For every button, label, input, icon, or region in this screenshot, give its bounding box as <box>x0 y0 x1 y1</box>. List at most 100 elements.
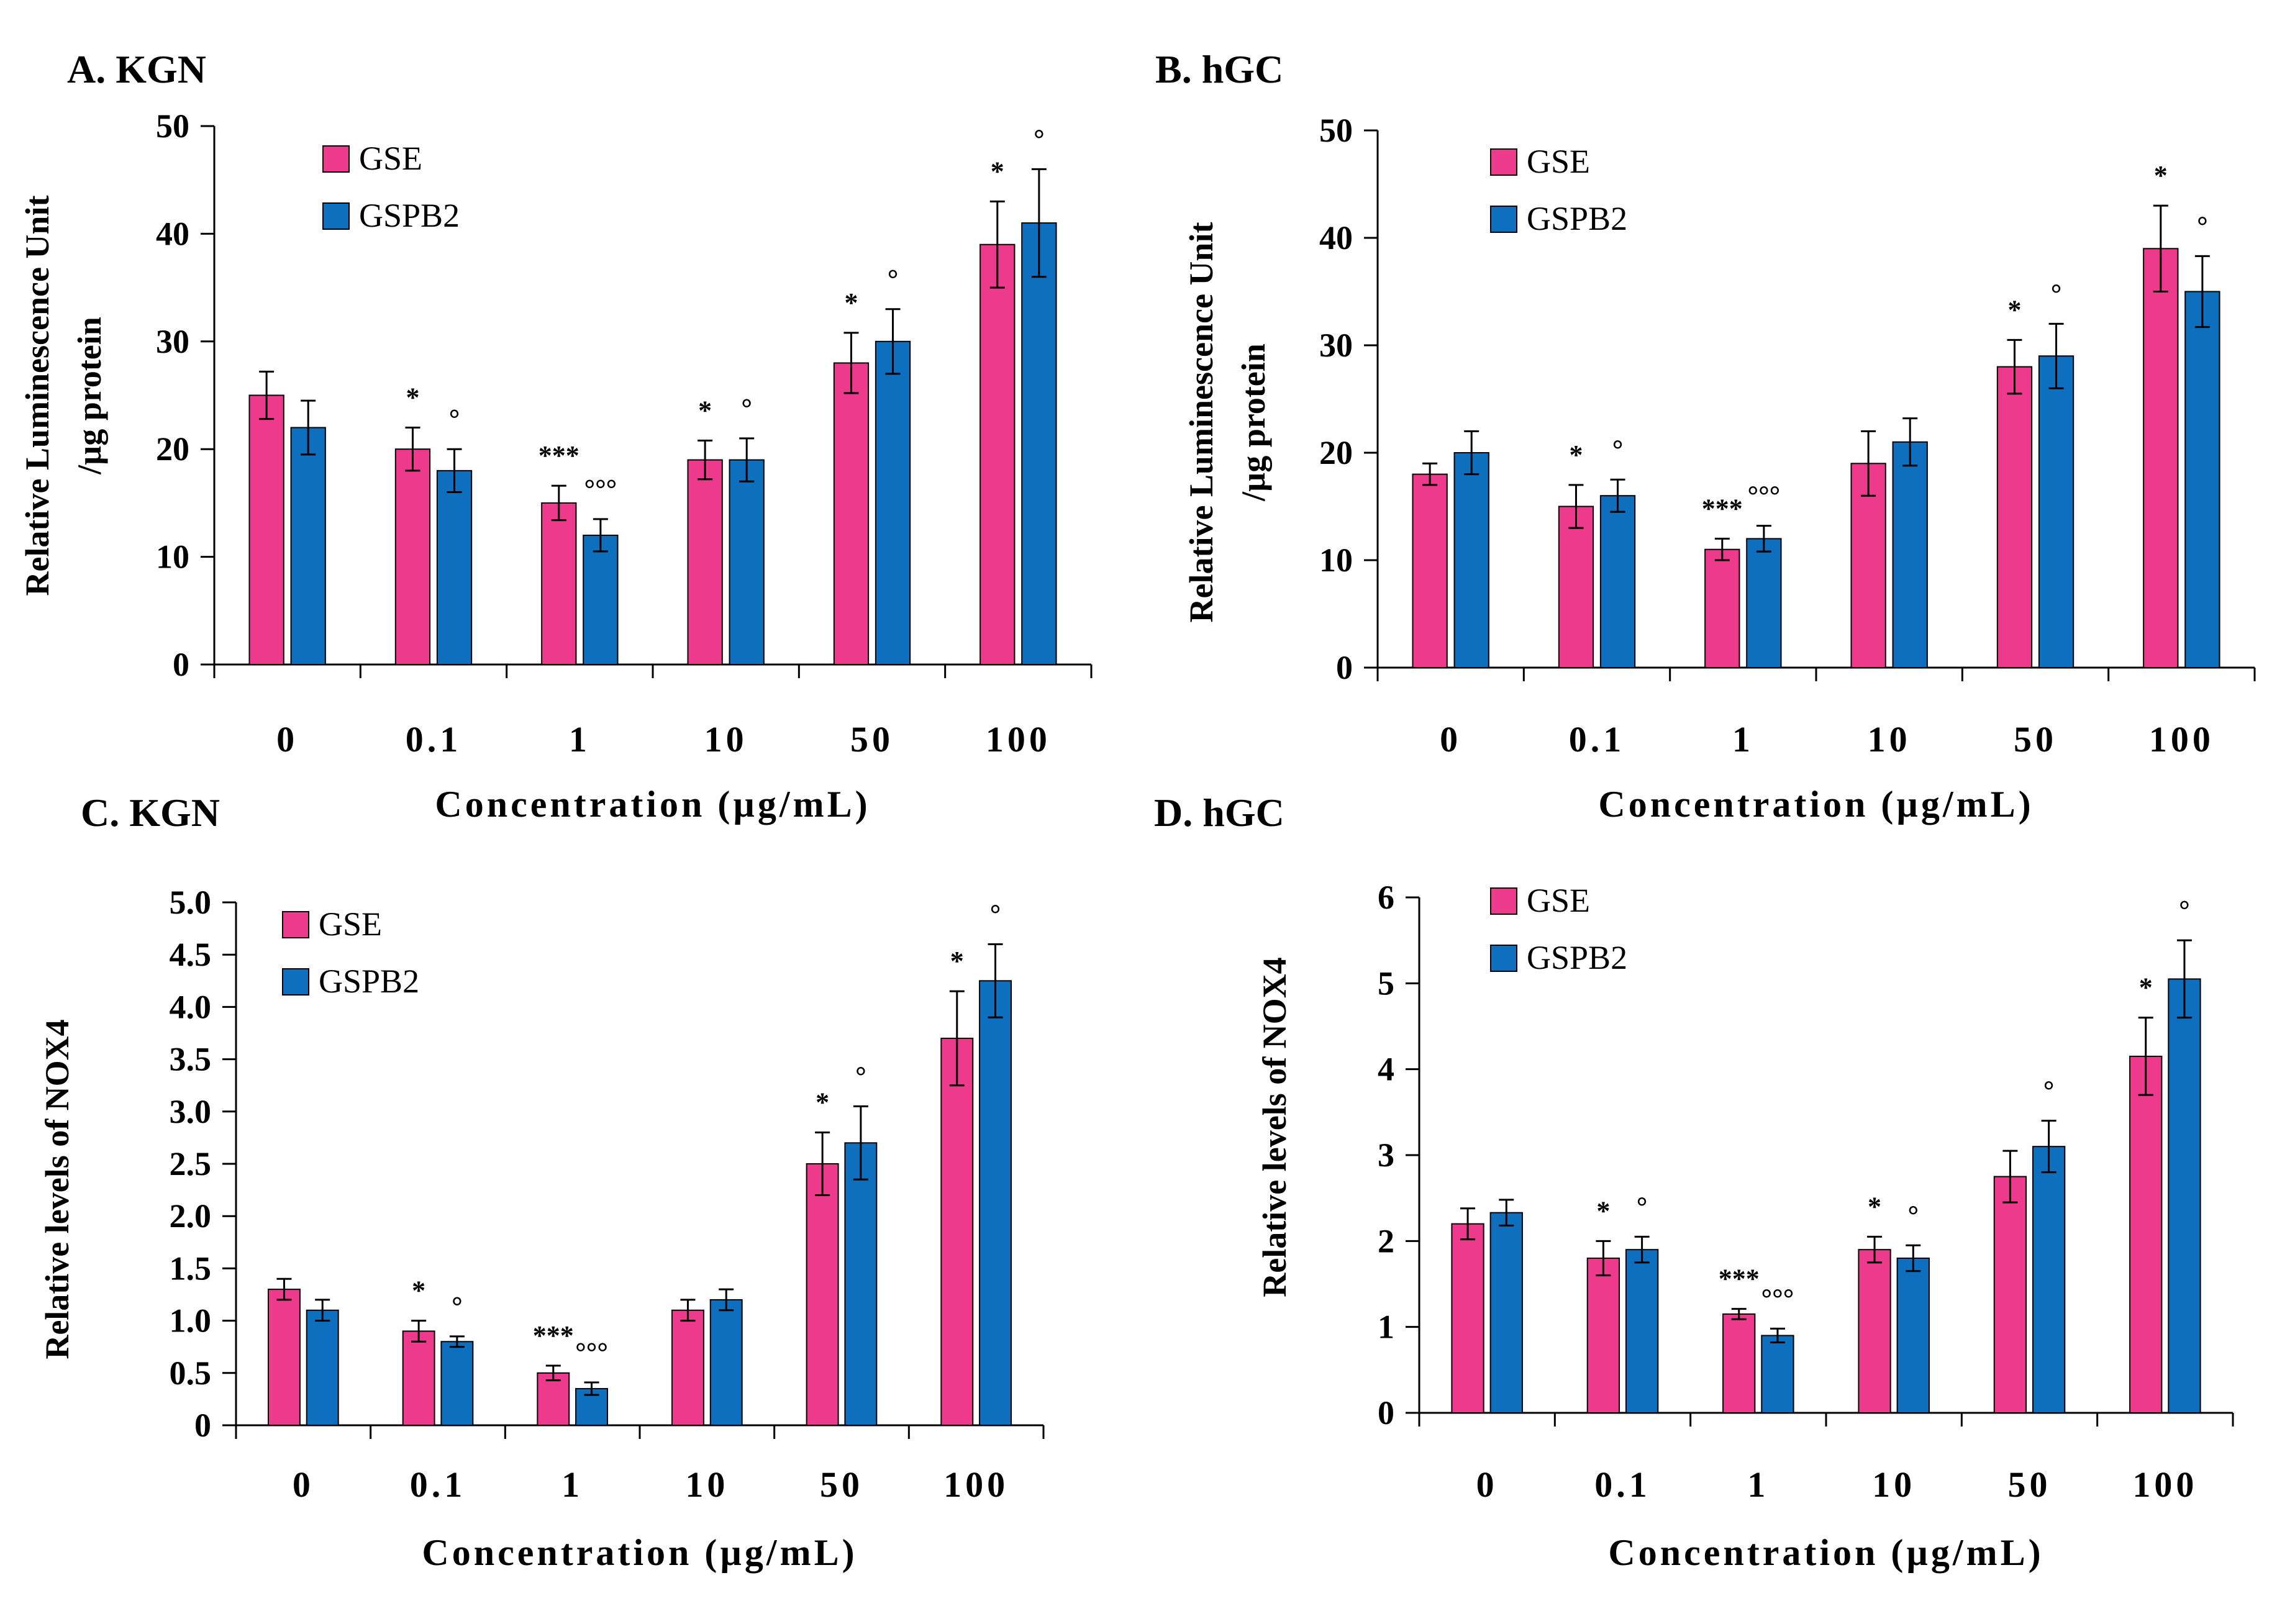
bar-gspb2 <box>1021 222 1057 665</box>
x-tick-label: 0 <box>1476 1464 1498 1505</box>
bar-gse <box>2143 248 2179 668</box>
y-tick-label: 1 <box>1378 1309 1394 1346</box>
chart-panel-c: C. KGN 0 0.5 1.0 1.5 2.0 2.5 3.0 3.5 4.0 4.5 5.0 0 0.… <box>39 791 1045 1573</box>
x-tick-label: 10 <box>1868 719 1911 760</box>
bar-gse <box>1722 1313 1756 1414</box>
x-tick-label: 1 <box>1747 1464 1769 1505</box>
bar-gse <box>1996 366 2033 668</box>
bar-gspb2 <box>844 1142 878 1426</box>
y-tick-label: 5.0 <box>170 884 212 921</box>
x-tick-label: 1 <box>561 1464 583 1505</box>
bar-gspb2 <box>1625 1249 1659 1413</box>
y-tick-label: 2 <box>1378 1222 1394 1259</box>
y-axis-label: /µg protein <box>71 317 108 475</box>
x-tick-label: 100 <box>986 719 1051 760</box>
x-tick-label: 0.1 <box>410 1464 466 1505</box>
significance-marker: ° <box>452 1291 463 1322</box>
x-tick-label: 100 <box>943 1464 1009 1505</box>
bar-gspb2 <box>440 1341 474 1427</box>
x-axis-label: Concentration (µg/mL) <box>1608 1532 2043 1573</box>
bar-gspb2 <box>1453 452 1489 668</box>
x-tick-label: 0.1 <box>1569 719 1625 760</box>
bar-gse <box>1858 1249 1891 1413</box>
bar-gspb2 <box>1746 538 1782 669</box>
y-axis-label: /µg protein <box>1235 343 1272 502</box>
significance-marker: ° <box>1034 124 1045 154</box>
chart-panel-b: B. hGC 0 10 20 30 40 50 0 0.1 * ° 1 *** °°° 10 50 * ° 100 *… <box>1155 47 2256 825</box>
significance-marker: °°° <box>1747 481 1780 511</box>
x-tick-label: 1 <box>1732 719 1754 760</box>
x-axis-label: Concentration (µg/mL) <box>435 784 870 825</box>
bar-gse <box>1412 473 1448 668</box>
y-tick-label: 50 <box>1319 112 1353 149</box>
significance-marker: * <box>2154 160 2168 191</box>
legend-label-gse: GSE <box>319 905 382 943</box>
significance-marker: * <box>698 395 712 425</box>
y-tick-label: 10 <box>1319 542 1353 579</box>
x-tick-label: 0.1 <box>1594 1464 1651 1505</box>
bar-gse <box>394 448 431 665</box>
legend-swatch-gspb2 <box>282 968 309 996</box>
bar-gse <box>537 1372 570 1427</box>
significance-marker: * <box>2139 973 2153 1003</box>
y-tick-label: 3 <box>1378 1136 1394 1174</box>
bar-gspb2 <box>2184 291 2220 668</box>
y-tick-label: 40 <box>156 215 189 252</box>
legend-swatch-gspb2 <box>1490 945 1517 972</box>
legend-swatch-gse <box>1490 887 1517 915</box>
significance-marker: ° <box>449 404 460 434</box>
significance-marker: ° <box>1637 1191 1648 1222</box>
bar-gse <box>2129 1055 2163 1413</box>
legend-label-gspb2: GSPB2 <box>319 963 419 1000</box>
legend-label-gse: GSE <box>1527 882 1590 919</box>
y-tick-label: 40 <box>1319 219 1353 256</box>
significance-marker: ° <box>2197 211 2208 241</box>
significance-marker: °°° <box>584 474 617 504</box>
legend-label-gspb2: GSPB2 <box>1527 939 1627 976</box>
bar-gse <box>402 1330 435 1426</box>
x-axis-label: Concentration (µg/mL) <box>1598 784 2034 825</box>
bar-gspb2 <box>1761 1335 1794 1413</box>
y-tick-label: 3.5 <box>170 1041 212 1078</box>
y-axis-label: Relative Luminescence Unit <box>1183 222 1220 623</box>
bar-gse <box>671 1309 704 1427</box>
legend-label-gspb2: GSPB2 <box>1527 200 1627 237</box>
legend-swatch-gse <box>282 911 309 938</box>
bar-gse <box>268 1289 301 1427</box>
bar-gspb2 <box>306 1309 339 1427</box>
significance-marker: ° <box>741 393 752 424</box>
significance-marker: * <box>816 1087 829 1117</box>
bar-gspb2 <box>436 470 473 665</box>
y-tick-label: 6 <box>1378 879 1394 916</box>
y-axis-label: Relative levels of NOX4 <box>1256 957 1293 1297</box>
bar-gse <box>687 459 723 665</box>
chart-panel-a: A. KGN 0 10 20 30 40 50 0 0.1 * ° 1 ***°°° 10 * ° 50 * ° 10… <box>19 47 1093 825</box>
y-tick-label: 1.5 <box>170 1250 212 1287</box>
bar-gse <box>979 243 1016 665</box>
x-tick-label: 50 <box>2008 1464 2052 1505</box>
x-tick-label: 10 <box>1872 1464 1916 1505</box>
y-tick-label: 0 <box>173 646 189 683</box>
significance-marker: ° <box>1907 1200 1919 1230</box>
x-tick-label: 1 <box>569 719 591 760</box>
x-tick-label: 100 <box>2132 1464 2197 1505</box>
significance-marker: * <box>412 1276 425 1306</box>
significance-marker: * <box>1868 1191 1881 1222</box>
y-tick-label: 30 <box>156 323 189 360</box>
y-tick-label: 0.5 <box>170 1354 212 1392</box>
chart-panel-d: D. hGC 0 1 2 3 4 5 6 0 0.1 * ° 1 ***°°° 10 * ° 50 ° 100 * ° Co… <box>1154 791 2234 1573</box>
x-tick-label: 10 <box>685 1464 729 1505</box>
x-tick-label: 10 <box>704 719 748 760</box>
bar-gspb2 <box>1599 495 1636 668</box>
y-axis-label: Relative levels of NOX4 <box>39 1019 76 1359</box>
legend-label-gse: GSE <box>1527 143 1590 180</box>
x-tick-label: 0 <box>276 719 298 760</box>
significance-marker: ° <box>2179 895 2190 925</box>
x-tick-label: 50 <box>2014 719 2057 760</box>
x-axis-label: Concentration (µg/mL) <box>422 1532 857 1573</box>
x-tick-label: 0.1 <box>406 719 462 760</box>
y-tick-label: 4 <box>1378 1051 1394 1088</box>
bar-gspb2 <box>2168 978 2201 1413</box>
bar-gse <box>248 394 284 665</box>
